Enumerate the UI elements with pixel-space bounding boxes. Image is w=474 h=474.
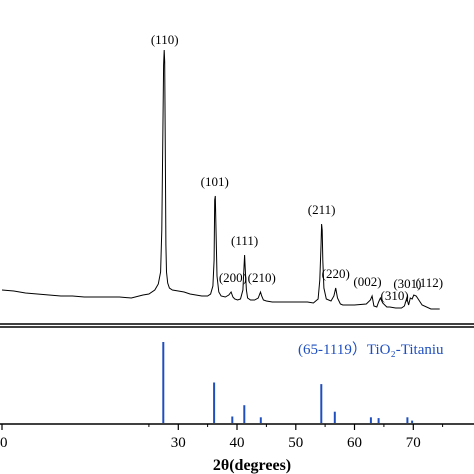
x-tick-label-4: 60	[347, 435, 362, 451]
peak-label-4: (210)	[248, 270, 276, 285]
peak-label-8: (310)	[381, 288, 409, 303]
peak-label-3: (111)	[231, 233, 258, 248]
x-axis-ticks: 0 30 40 50 60 70	[0, 424, 444, 451]
x-tick-label-5: 70	[406, 435, 421, 451]
reference-bars	[162, 342, 414, 423]
peak-label-9: (301)	[393, 276, 421, 291]
peak-label-6: (220)	[322, 266, 350, 281]
x-tick-label-0: 0	[0, 435, 8, 451]
x-tick-label-3: 50	[288, 435, 303, 451]
xrd-series-line	[1, 49, 440, 310]
peak-label-1: (101)	[201, 174, 229, 189]
peak-labels: (110) (101) (200) (111) (210) (211) (220)(002)…	[151, 32, 443, 303]
reference-panel: (65-1119）TiO₂-Titaniu 0 30 40 50 60 70 2θ(deg…	[0, 341, 444, 474]
x-tick-label-1: 30	[171, 435, 186, 451]
peak-label-5: (211)	[308, 202, 336, 217]
x-axis-title: 2θ(degrees)	[213, 457, 291, 474]
peak-label-2: (200)	[219, 270, 247, 285]
peak-label-7: (002)	[353, 274, 381, 289]
peak-label-0: (110)	[151, 32, 179, 47]
reference-label: (65-1119）TiO₂-Titaniu	[298, 341, 444, 358]
x-tick-label-2: 40	[230, 435, 245, 451]
peak-label-10: (112)	[415, 275, 443, 290]
xrd-pattern-panel: (110) (101) (200) (111) (210) (211) (220)(002)…	[1, 32, 443, 310]
